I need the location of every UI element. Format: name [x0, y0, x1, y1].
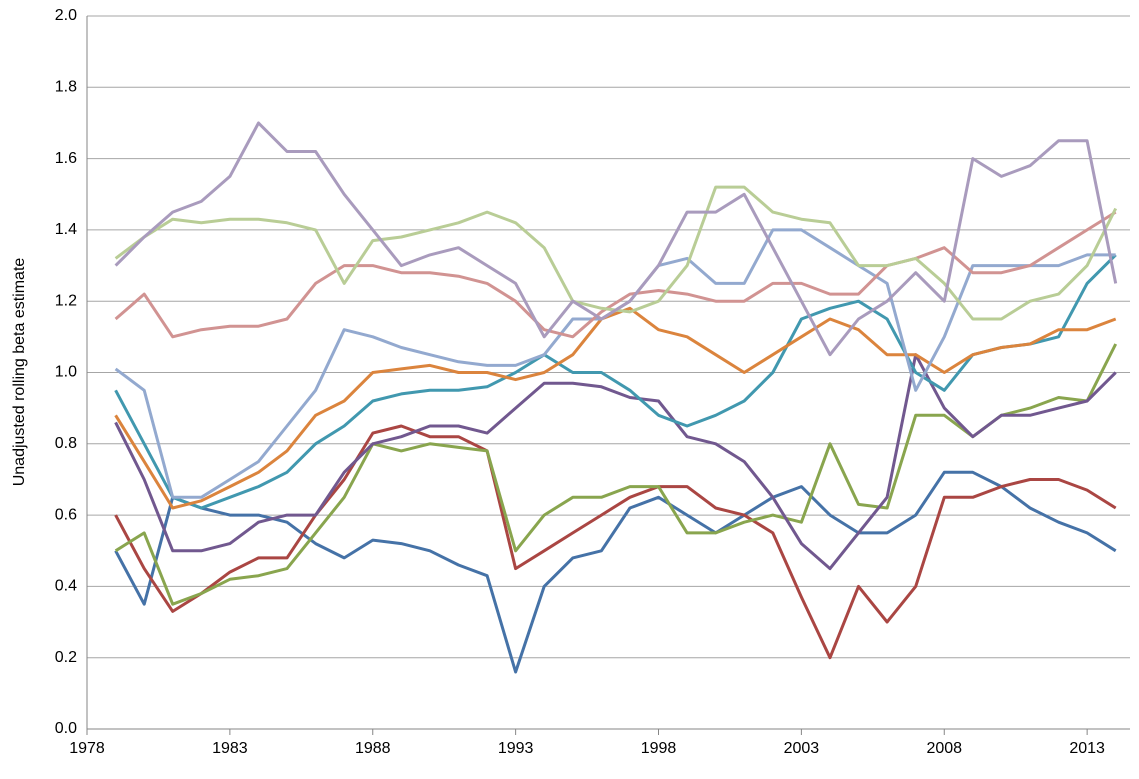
x-tick-label: 2008	[926, 740, 962, 757]
y-tick-label: 2.0	[55, 7, 77, 24]
y-axis-label: Unadjusted rolling beta estimate	[11, 258, 28, 487]
series-line	[114, 353, 1117, 571]
x-tick-label: 2013	[1069, 740, 1105, 757]
series-line	[114, 470, 1117, 674]
y-tick-label: 1.2	[55, 292, 77, 309]
y-tick-label: 0.0	[55, 720, 77, 737]
y-tick-label: 0.8	[55, 435, 77, 452]
series-line	[114, 306, 1117, 510]
series-line	[114, 253, 1117, 510]
y-tick-label: 1.6	[55, 150, 77, 167]
y-tick-label: 0.4	[55, 578, 77, 595]
series-line	[114, 121, 1118, 357]
x-tick-label: 1993	[498, 740, 534, 757]
x-tick-label: 1998	[641, 740, 677, 757]
series-line	[114, 343, 1118, 606]
y-tick-label: 0.6	[55, 506, 77, 523]
x-tick-label: 1978	[69, 740, 105, 757]
x-tick-label: 1988	[355, 740, 391, 757]
x-tick-label: 2003	[784, 740, 820, 757]
series-line	[114, 424, 1117, 660]
series-line	[114, 185, 1118, 321]
x-tick-label: 1983	[212, 740, 248, 757]
y-tick-label: 1.4	[55, 221, 77, 238]
series-line	[114, 210, 1117, 339]
y-tick-label: 0.2	[55, 649, 77, 666]
y-tick-label: 1.0	[55, 364, 77, 381]
y-tick-label: 1.8	[55, 79, 77, 96]
